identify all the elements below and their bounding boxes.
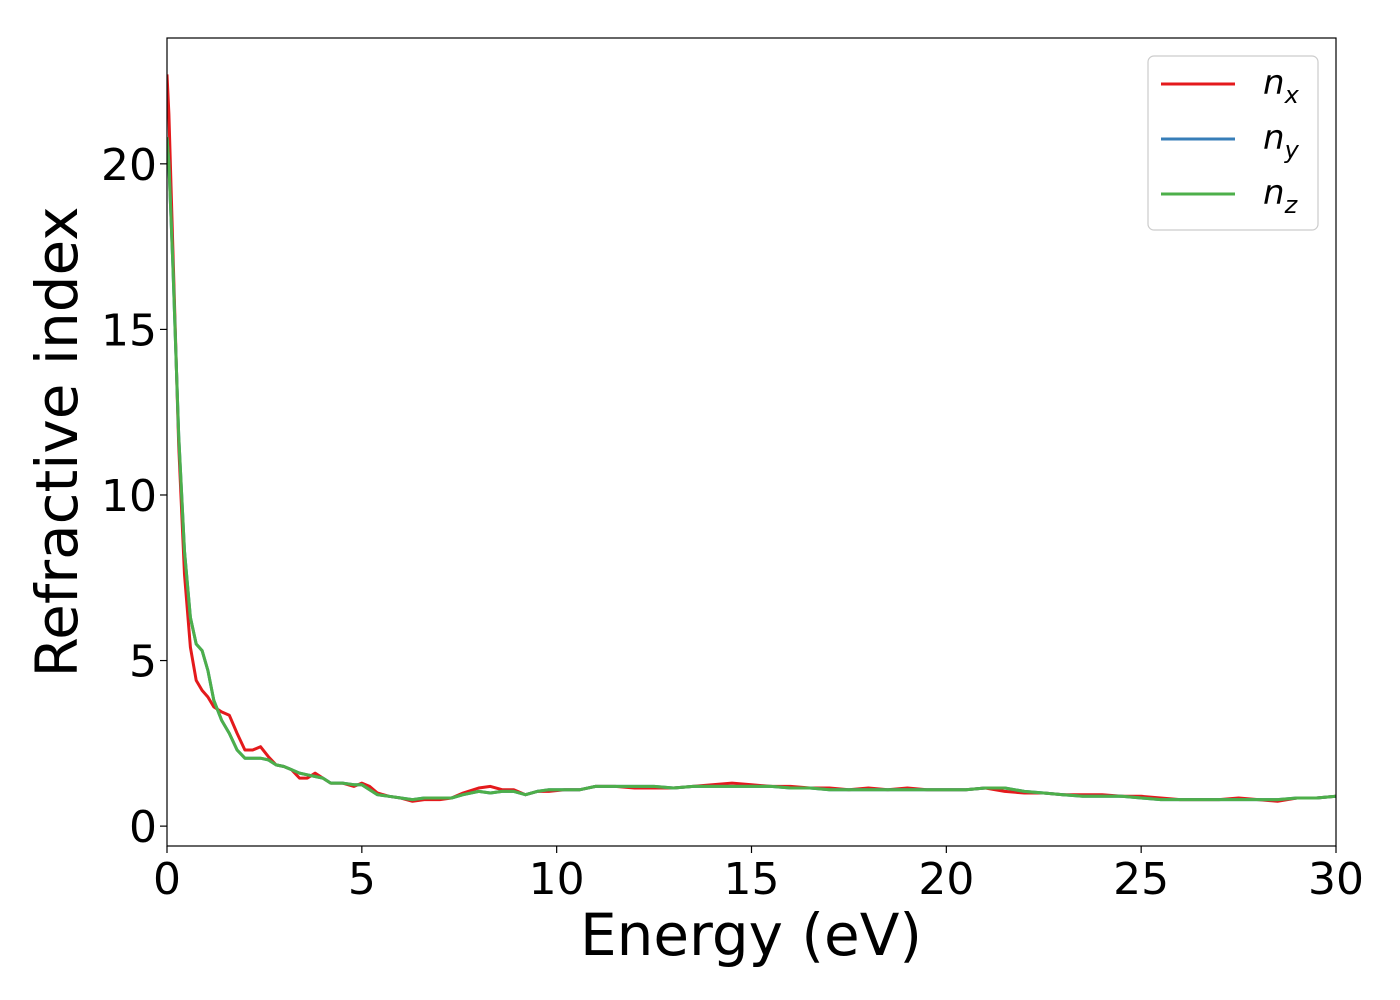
y-tick-label: 0 bbox=[129, 802, 157, 853]
x-axis-label: Energy (eV) bbox=[580, 901, 922, 969]
y-tick-label: 10 bbox=[101, 471, 157, 522]
x-axis-ticks: 0 5 10 15 20 25 30 bbox=[153, 846, 1364, 905]
legend: nx ny nz bbox=[1147, 55, 1319, 231]
y-tick-label: 5 bbox=[129, 637, 157, 688]
x-tick-label: 30 bbox=[1308, 854, 1364, 905]
legend-label-y: ny bbox=[1263, 118, 1300, 164]
plot-area bbox=[167, 74, 1336, 803]
x-tick-label: 5 bbox=[348, 854, 376, 905]
axes-frame bbox=[166, 37, 1337, 847]
series-line-z bbox=[167, 137, 1336, 802]
x-tick-label: 20 bbox=[918, 854, 974, 905]
legend-label-z: nz bbox=[1263, 173, 1299, 219]
legend-label-x: nx bbox=[1263, 63, 1300, 109]
y-axis-label: Refractive index bbox=[23, 206, 91, 677]
y-axis-ticks: 0 5 10 15 20 bbox=[101, 140, 167, 853]
x-tick-label: 15 bbox=[724, 854, 780, 905]
x-tick-label: 0 bbox=[153, 854, 181, 905]
y-tick-label: 15 bbox=[101, 305, 157, 356]
legend-box bbox=[1147, 55, 1319, 231]
y-tick-label: 20 bbox=[101, 140, 157, 191]
x-tick-label: 10 bbox=[529, 854, 585, 905]
x-tick-label: 25 bbox=[1113, 854, 1169, 905]
